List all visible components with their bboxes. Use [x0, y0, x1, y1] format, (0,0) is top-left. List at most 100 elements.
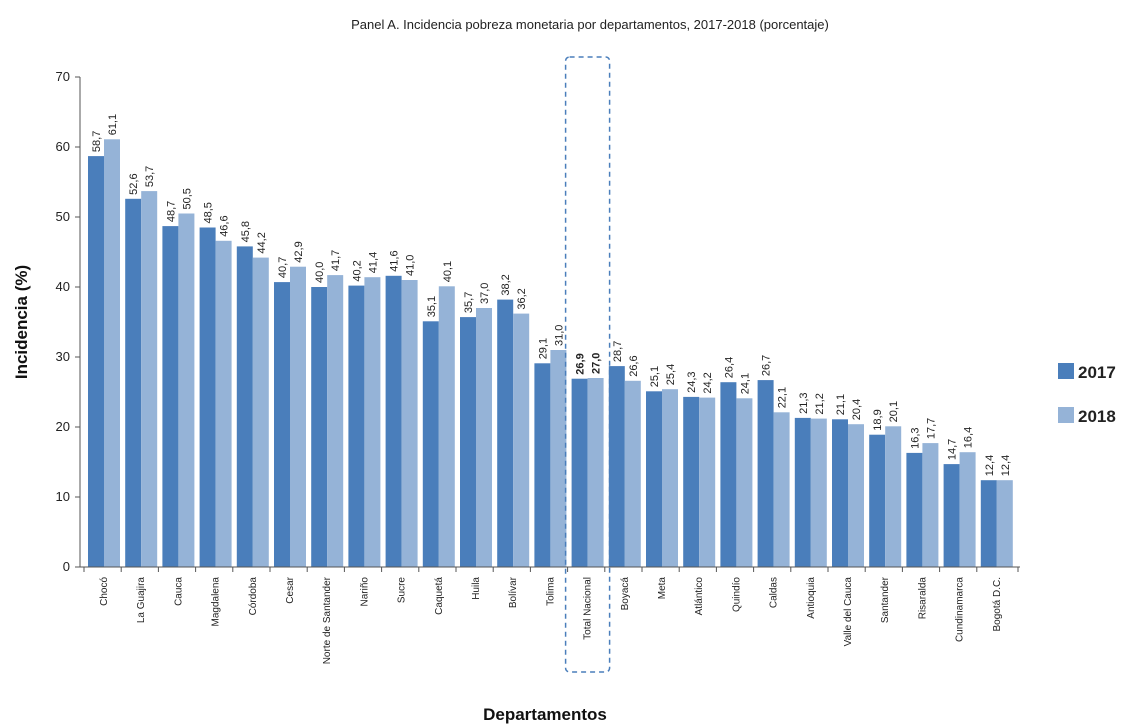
- data-label-2018-risaralda: 17,7: [925, 418, 937, 439]
- total-nacional-highlight: [564, 56, 611, 673]
- data-label-2018-la-guajira: 53,7: [144, 166, 156, 187]
- bar-2017-bogota-d-c: [980, 480, 997, 567]
- bar-2018-total-nacional: [587, 378, 604, 567]
- data-label-2017-quindio: 26,4: [723, 357, 735, 378]
- bar-2018-boyaca: [624, 380, 641, 567]
- x-tick-label-valle-del-cauca: Valle del Cauca: [843, 577, 854, 647]
- bar-2018-huila: [476, 308, 492, 567]
- data-label-2017-narino: 40,2: [351, 260, 363, 281]
- bar-2018-cesar: [290, 266, 306, 567]
- bar-2017-cauca: [162, 226, 179, 567]
- bar-2017-magdalena: [199, 227, 216, 567]
- bar-2018-choco: [104, 139, 120, 568]
- data-label-2018-quindio: 24,1: [739, 373, 751, 394]
- y-tick-label: 70: [56, 69, 70, 84]
- data-label-2018-atlantico: 24,2: [702, 372, 714, 393]
- x-tick-label-tolima: Tolima: [545, 577, 556, 606]
- data-label-2018-cundinamarca: 16,4: [963, 427, 975, 448]
- data-label-2018-antioquia: 21,2: [814, 393, 826, 414]
- data-label-2017-santander: 18,9: [872, 409, 884, 430]
- bar-2018-caqueta: [438, 286, 455, 567]
- data-label-2017-cauca: 48,7: [165, 201, 177, 222]
- bar-2018-atlantico: [699, 397, 716, 567]
- data-label-2017-valle-del-cauca: 21,1: [835, 394, 847, 415]
- bar-2017-atlantico: [683, 396, 700, 567]
- bar-2017-caldas: [757, 380, 774, 567]
- bar-2018-bogota-d-c: [996, 480, 1013, 567]
- data-label-2017-cesar: 40,7: [277, 257, 289, 278]
- bar-2018-quindio: [736, 398, 753, 567]
- bar-2018-sucre: [401, 280, 418, 567]
- y-tick-label: 50: [56, 209, 70, 224]
- y-tick-label: 30: [56, 349, 70, 364]
- x-tick-label-risaralda: Risaralda: [917, 577, 928, 620]
- data-label-2017-atlantico: 24,3: [686, 371, 698, 392]
- y-tick-label: 20: [56, 419, 70, 434]
- data-label-2017-magdalena: 48,5: [203, 202, 215, 223]
- x-tick-label-la-guajira: La Guajira: [136, 577, 147, 624]
- data-label-2018-cesar: 42,9: [293, 241, 305, 262]
- data-label-2017-sucre: 41,6: [389, 250, 401, 271]
- bar-2017-tolima: [534, 363, 551, 567]
- x-tick-label-cesar: Cesar: [285, 576, 296, 603]
- bar-2017-meta: [646, 391, 662, 567]
- data-label-2017-la-guajira: 52,6: [128, 173, 140, 194]
- bar-2018-cordoba: [252, 257, 269, 567]
- data-label-2018-huila: 37,0: [479, 283, 491, 304]
- bar-2017-cesar: [274, 282, 290, 567]
- x-tick-label-cundinamarca: Cundinamarca: [955, 577, 966, 642]
- x-tick-label-bolivar: Bolívar: [508, 576, 519, 608]
- y-axis-label: Incidencia (%): [12, 265, 31, 379]
- x-tick-label-quindio: Quindío: [731, 577, 742, 612]
- data-label-2017-tolima: 29,1: [537, 338, 549, 359]
- data-label-2017-risaralda: 16,3: [909, 427, 921, 448]
- legend-label-2018: 2018: [1078, 407, 1116, 426]
- x-tick-label-caqueta: Caquetá: [434, 577, 445, 615]
- bar-2018-valle-del-cauca: [848, 424, 864, 567]
- bar-2018-cauca: [178, 213, 195, 567]
- bar-2017-choco: [88, 156, 104, 567]
- data-label-2017-antioquia: 21,3: [798, 392, 810, 413]
- data-label-2018-caldas: 22,1: [777, 387, 789, 408]
- x-tick-label-atlantico: Atlántico: [694, 577, 705, 616]
- y-tick-label: 60: [56, 139, 70, 154]
- bar-2017-quindio: [720, 382, 737, 567]
- x-tick-label-cordoba: Córdoba: [248, 577, 259, 616]
- data-label-2018-cauca: 50,5: [181, 188, 193, 209]
- x-tick-label-antioquia: Antioquia: [806, 577, 817, 619]
- data-label-2017-bogota-d-c: 12,4: [984, 455, 996, 476]
- data-label-2017-caldas: 26,7: [761, 355, 773, 376]
- bar-2017-cordoba: [236, 246, 253, 567]
- data-label-2018-cordoba: 44,2: [256, 232, 268, 253]
- bar-2018-bolivar: [513, 313, 530, 567]
- bar-2017-sucre: [385, 275, 402, 567]
- bar-2017-total-nacional: [571, 378, 588, 567]
- x-tick-label-sucre: Sucre: [397, 577, 408, 604]
- x-tick-label-boyaca: Boyacá: [620, 577, 631, 611]
- bar-2017-boyaca: [608, 366, 625, 567]
- bar-2017-santander: [869, 434, 886, 567]
- bar-2017-bolivar: [497, 299, 514, 567]
- data-label-2018-sucre: 41,0: [405, 255, 417, 276]
- data-label-2017-cordoba: 45,8: [240, 221, 252, 242]
- data-label-2018-bolivar: 36,2: [516, 288, 528, 309]
- x-tick-label-huila: Huila: [471, 577, 482, 600]
- bar-2017-caqueta: [422, 321, 439, 567]
- bar-2018-tolima: [550, 350, 567, 567]
- x-tick-label-santander: Santander: [880, 576, 891, 623]
- data-label-2018-choco: 61,1: [107, 114, 119, 135]
- bar-2018-norte-de-santander: [327, 275, 344, 567]
- x-tick-label-meta: Meta: [657, 577, 668, 600]
- y-tick-label: 0: [63, 559, 70, 574]
- bar-2017-narino: [348, 285, 365, 567]
- bar-2018-santander: [885, 426, 902, 567]
- data-label-2018-magdalena: 46,6: [219, 215, 231, 236]
- data-label-2017-caqueta: 35,1: [426, 296, 438, 317]
- bar-2018-cundinamarca: [959, 452, 976, 567]
- x-tick-label-caldas: Caldas: [769, 577, 780, 608]
- data-label-2018-valle-del-cauca: 20,4: [851, 399, 863, 420]
- y-tick-label: 10: [56, 489, 70, 504]
- bar-2018-antioquia: [810, 418, 827, 567]
- data-label-2018-boyaca: 26,6: [628, 355, 640, 376]
- x-tick-label-bogota-d-c: Bogotá D.C.: [992, 577, 1003, 631]
